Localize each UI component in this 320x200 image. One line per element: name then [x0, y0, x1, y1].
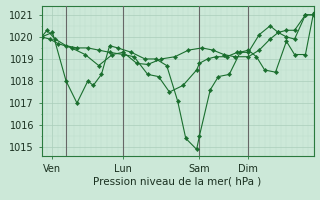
X-axis label: Pression niveau de la mer( hPa ): Pression niveau de la mer( hPa ) [93, 176, 262, 186]
